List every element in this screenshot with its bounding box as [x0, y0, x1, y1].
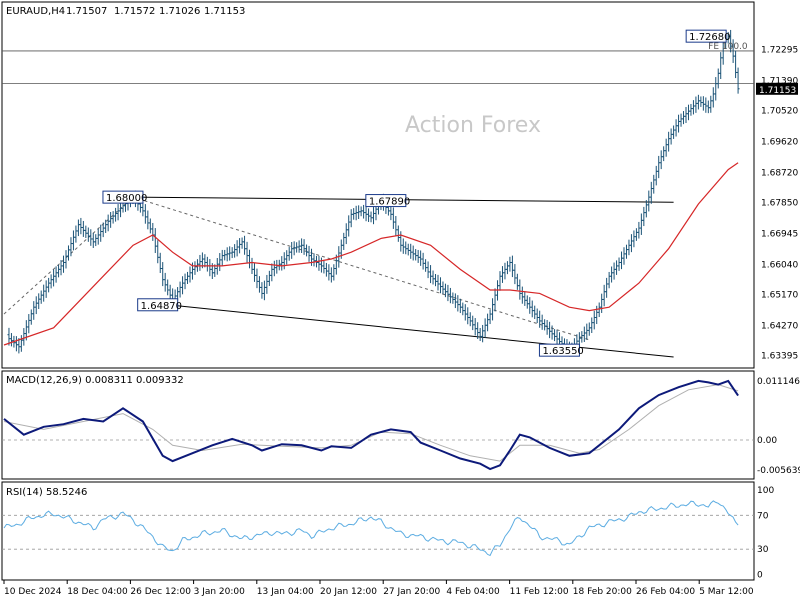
macd-line: [3, 379, 739, 471]
rsi-tick-label: 30: [757, 545, 769, 555]
current-price-tag: [756, 82, 798, 95]
price-label: 1.67890: [369, 197, 410, 208]
header-high: 1.71572: [114, 6, 155, 17]
price-tick-label: 1.68720: [761, 168, 798, 178]
time-tick-label: 27 Jan 20:00: [383, 587, 440, 597]
moving-average-line: [3, 162, 739, 346]
header-close: 1.71153: [204, 6, 245, 17]
price-layer: 1.72295 1.71390 1.70520 1.69620 1.68720 1.678…: [2, 29, 798, 361]
price-label-box: [685, 29, 727, 43]
price-label: 1.64870: [141, 301, 182, 312]
price-tick-label: 1.71390: [761, 77, 798, 87]
time-tick-label: 4 Feb 04:00: [446, 587, 500, 597]
price-tick-label: 1.63395: [761, 351, 798, 361]
price-tick-label: 1.72295: [761, 46, 798, 56]
header-open: 1.71507: [66, 6, 107, 17]
rsi-line: [3, 500, 739, 557]
macd-tick-label: 0.011146: [757, 377, 800, 387]
rsi-title: RSI(14) 58.5246: [6, 487, 87, 498]
price-label-box: [538, 343, 580, 357]
rsi-tick-label: 70: [757, 511, 769, 521]
header-low: 1.71026: [159, 6, 200, 17]
time-tick-label: 26 Dec 12:00: [130, 587, 191, 597]
price-tick-label: 1.66945: [761, 230, 798, 240]
rsi-panel-frame: [1, 481, 755, 581]
price-tick-label: 1.69620: [761, 137, 798, 147]
macd-panel-frame: [1, 370, 755, 480]
price-tick-label: 1.66040: [761, 261, 798, 271]
time-tick-label: 3 Jan 20:00: [194, 587, 246, 597]
price-tick-label: 1.64270: [761, 321, 798, 331]
header-symbol: EURAUD,H4: [6, 6, 65, 17]
macd-layer: 0.011146 0.00 -0.005639: [2, 377, 800, 476]
time-tick-label: 18 Dec 04:00: [67, 587, 128, 597]
trendline: [3, 196, 134, 315]
macd-tick-label: -0.005639: [757, 466, 800, 476]
trendline: [132, 196, 590, 341]
rsi-layer: 100 70 30 0: [2, 486, 774, 581]
macd-tick-label: 0.00: [757, 436, 777, 446]
price-tick-label: 1.70520: [761, 106, 798, 116]
rsi-tick-label: 0: [757, 571, 763, 581]
price-tick-label: 1.65170: [761, 290, 798, 300]
time-tick-label: 20 Jan 12:00: [320, 587, 377, 597]
trendline: [167, 304, 674, 358]
price-label: 1.72680: [689, 32, 730, 43]
time-tick-label: 26 Feb 04:00: [636, 587, 695, 597]
price-label: 1.63550: [542, 346, 583, 357]
watermark: Action Forex: [405, 113, 541, 138]
current-price-label: 1.71153: [759, 86, 796, 96]
time-tick-label: 11 Feb 12:00: [510, 587, 569, 597]
time-tick-label: 18 Feb 20:00: [573, 587, 632, 597]
time-tick-label: 13 Jan 04:00: [257, 587, 314, 597]
macd-signal-line: [3, 384, 739, 462]
price-tick-label: 1.67850: [761, 198, 798, 208]
time-tick-label: 10 Dec 2024: [4, 587, 62, 597]
rsi-tick-label: 100: [757, 486, 774, 496]
fibonacci-label: FE 100.0: [708, 42, 748, 52]
price-label-box: [137, 298, 179, 312]
price-panel-frame: [1, 1, 755, 369]
price-label-box: [365, 194, 407, 208]
macd-title: MACD(12,26,9) 0.008311 0.009332: [6, 375, 184, 386]
time-axis: 10 Dec 2024 18 Dec 04:00 26 Dec 12:00 3 Jan…: [3, 580, 754, 597]
time-tick-label: 5 Mar 12:00: [699, 587, 754, 597]
price-label-box: [102, 190, 144, 204]
price-label: 1.68000: [106, 193, 147, 204]
